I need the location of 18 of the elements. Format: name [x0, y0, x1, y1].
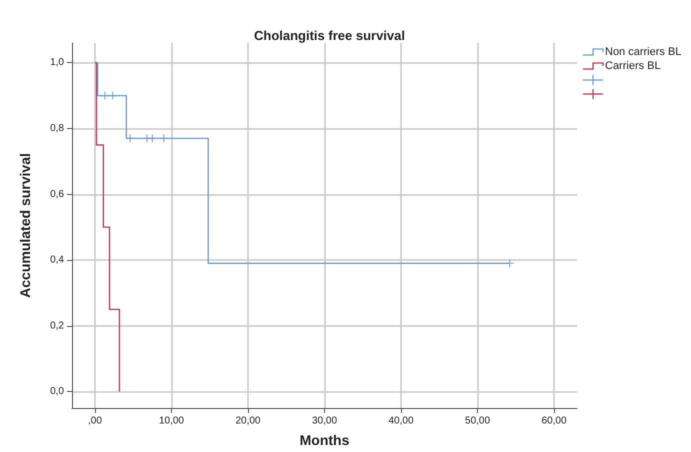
legend-label: Carriers BL — [605, 60, 661, 72]
x-tick-label: 50,00 — [465, 416, 490, 426]
x-tick-label: 10,00 — [158, 416, 184, 426]
y-tick-label: 0,8 — [50, 122, 64, 134]
x-tick-label: 20,00 — [235, 416, 261, 426]
y-axis-title: Accumulated survival — [17, 153, 33, 298]
chart-title: Cholangitis free survival — [254, 28, 405, 43]
y-tick-label: 0,6 — [50, 188, 64, 200]
y-tick-label: 0,2 — [50, 320, 64, 332]
x-tick-label: 30,00 — [312, 416, 338, 426]
y-tick-label: 0,0 — [50, 386, 64, 398]
x-tick-label: ,00 — [88, 416, 102, 426]
y-tick-label: 1,0 — [50, 57, 64, 68]
y-tick-label: 0,4 — [50, 254, 64, 266]
x-tick-label: 60,00 — [542, 416, 567, 426]
x-tick-label: 40,00 — [388, 416, 414, 426]
legend-label: Non carriers BL — [605, 46, 682, 58]
x-axis-title: Months — [300, 432, 350, 448]
